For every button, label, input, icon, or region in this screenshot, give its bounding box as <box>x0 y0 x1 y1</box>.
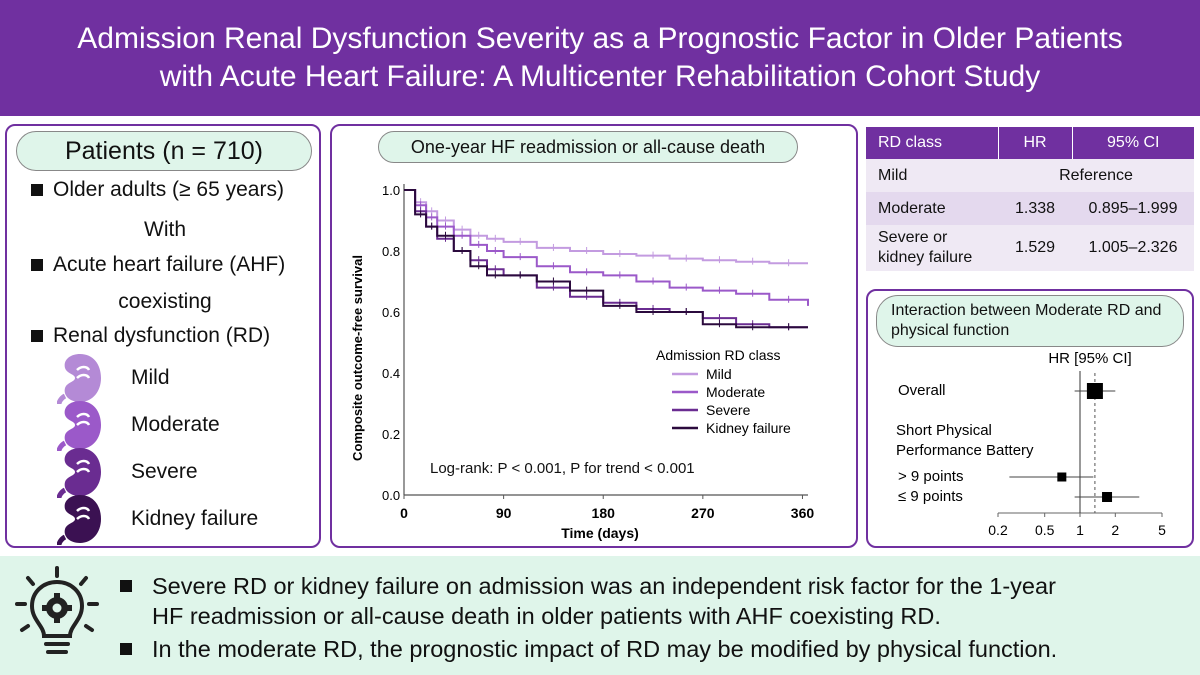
row-label-line-2: kidney failure <box>878 249 973 266</box>
title-line-2: with Acute Heart Failure: A Multicenter … <box>159 60 1041 93</box>
patients-heading: Patients (n = 710) <box>16 131 312 171</box>
rd-class-kidney-failure: Kidney failure <box>57 493 258 545</box>
bullet-ahf: Acute heart failure (AHF) <box>31 253 285 277</box>
y-tick-label: 0.8 <box>382 244 400 259</box>
forest-sppb-label-1: Short Physical <box>896 422 992 439</box>
legend-label: Moderate <box>706 384 765 400</box>
forest-overall-label: Overall <box>898 382 946 399</box>
patients-panel: Patients (n = 710) Older adults (≥ 65 ye… <box>5 124 321 548</box>
lightbulb-gear-icon <box>15 566 99 654</box>
forest-tick-label: 5 <box>1158 522 1166 538</box>
forest-heading: Interaction between Moderate RD and phys… <box>876 295 1184 347</box>
coexisting-label: coexisting <box>118 290 212 313</box>
km-curve-moderate <box>404 189 809 306</box>
row-label: Severe or kidney failure <box>866 225 998 271</box>
rd-class-label: Moderate <box>131 413 220 436</box>
forest-point-estimate <box>1102 492 1113 502</box>
title-banner: Admission Renal Dysfunction Severity as … <box>0 0 1200 116</box>
table-row: Mild Reference <box>866 159 1194 192</box>
rd-class-moderate: Moderate <box>57 399 220 451</box>
conclusion-1-line-2: HF readmission or all-cause death in old… <box>152 603 941 629</box>
km-chart: 0.0 0.2 0.4 0.6 0.8 1.0 0 90 180 270 360 Mild Moder… <box>350 183 815 541</box>
forest-le9-label: ≤ 9 points <box>898 488 963 505</box>
row-label: Mild <box>866 159 998 192</box>
y-tick-label: 0.0 <box>382 488 400 503</box>
y-tick-label: 0.4 <box>382 366 400 381</box>
bullet-text: Older adults (≥ 65 years) <box>53 178 284 201</box>
title-line-1: Admission Renal Dysfunction Severity as … <box>77 22 1123 55</box>
bullet-square-icon <box>31 184 43 196</box>
x-tick-label: 270 <box>691 505 715 521</box>
bullet-square-icon <box>31 330 43 342</box>
row-ci: 0.895–1.999 <box>1072 192 1194 225</box>
kidney-icon <box>57 354 101 404</box>
row-label-line-1: Severe or <box>878 229 948 246</box>
forest-tick-label: 2 <box>1111 522 1119 538</box>
col-header-hr: HR <box>998 127 1073 159</box>
legend-title: Admission RD class <box>656 347 780 363</box>
legend-label: Severe <box>706 402 751 418</box>
kidney-icon <box>57 448 101 498</box>
x-tick-label: 180 <box>592 505 616 521</box>
conclusion-1-line-1: Severe RD or kidney failure on admission… <box>152 573 1056 599</box>
rd-class-severe: Severe <box>57 446 198 498</box>
bullet-text: Acute heart failure (AHF) <box>53 253 286 276</box>
forest-point-estimate <box>1086 383 1103 399</box>
rd-class-mild: Mild <box>57 352 170 404</box>
forest-tick-label: 1 <box>1076 522 1084 538</box>
bullet-older-adults: Older adults (≥ 65 years) <box>31 178 284 202</box>
col-header-ci: 95% CI <box>1072 127 1194 159</box>
forest-gt9-label: > 9 points <box>898 468 963 485</box>
bullet-rd: Renal dysfunction (RD) <box>31 324 270 348</box>
y-axis-label: Composite outcome-free survival <box>350 255 365 461</box>
x-tick-label: 360 <box>791 505 815 521</box>
y-tick-label: 0.2 <box>382 427 400 442</box>
kidney-icon <box>57 401 101 451</box>
table-row: Moderate 1.338 0.895–1.999 <box>866 192 1194 225</box>
bullet-square-icon <box>31 259 43 271</box>
forest-sppb-label-2: Performance Battery <box>896 442 1034 459</box>
rd-class-label: Kidney failure <box>131 507 259 530</box>
conclusion-2-text: In the moderate RD, the prognostic impac… <box>152 636 1058 662</box>
km-panel: One-year HF readmission or all-cause dea… <box>330 124 858 548</box>
forest-panel: Interaction between Moderate RD and phys… <box>866 289 1194 548</box>
row-reference: Reference <box>998 159 1194 192</box>
with-label: With <box>144 218 186 241</box>
x-axis-label: Time (days) <box>561 525 639 541</box>
y-tick-label: 1.0 <box>382 183 400 198</box>
x-tick-label: 90 <box>496 505 512 521</box>
row-ci: 1.005–2.326 <box>1072 225 1194 271</box>
table-row: Severe or kidney failure 1.529 1.005–2.3… <box>866 225 1194 271</box>
forest-point-estimate <box>1057 472 1067 482</box>
row-label: Moderate <box>866 192 998 225</box>
km-curve-mild <box>404 189 808 265</box>
logrank-text: Log-rank: P < 0.001, P for trend < 0.001 <box>430 460 695 477</box>
km-heading: One-year HF readmission or all-cause dea… <box>378 131 798 163</box>
forest-tick-label: 0.2 <box>988 522 1008 538</box>
conclusions-panel: Severe RD or kidney failure on admission… <box>0 556 1200 675</box>
conclusion-1: Severe RD or kidney failure on admission… <box>120 571 1056 631</box>
col-header-rd-class: RD class <box>866 127 999 159</box>
hr-table: RD class HR 95% CI Mild Reference Modera… <box>866 127 1194 271</box>
bullet-square-icon <box>120 643 132 655</box>
forest-tick-label: 0.5 <box>1035 522 1055 538</box>
legend-label: Kidney failure <box>706 420 791 436</box>
rd-class-label: Mild <box>131 366 170 389</box>
y-tick-label: 0.6 <box>382 305 400 320</box>
rd-class-label: Severe <box>131 460 198 483</box>
bullet-square-icon <box>120 580 132 592</box>
row-hr: 1.529 <box>998 225 1072 271</box>
forest-col-header: HR [95% CI] <box>1048 350 1131 367</box>
row-hr: 1.338 <box>998 192 1072 225</box>
x-tick-label: 0 <box>400 505 408 521</box>
conclusion-2: In the moderate RD, the prognostic impac… <box>120 634 1057 664</box>
legend-label: Mild <box>706 366 732 382</box>
forest-plot: HR [95% CI] Overall Short Physical Perfo… <box>896 350 1166 538</box>
kidney-icon <box>57 495 101 545</box>
bullet-text: Renal dysfunction (RD) <box>53 324 271 347</box>
km-curve-kidney-failure <box>404 189 808 329</box>
